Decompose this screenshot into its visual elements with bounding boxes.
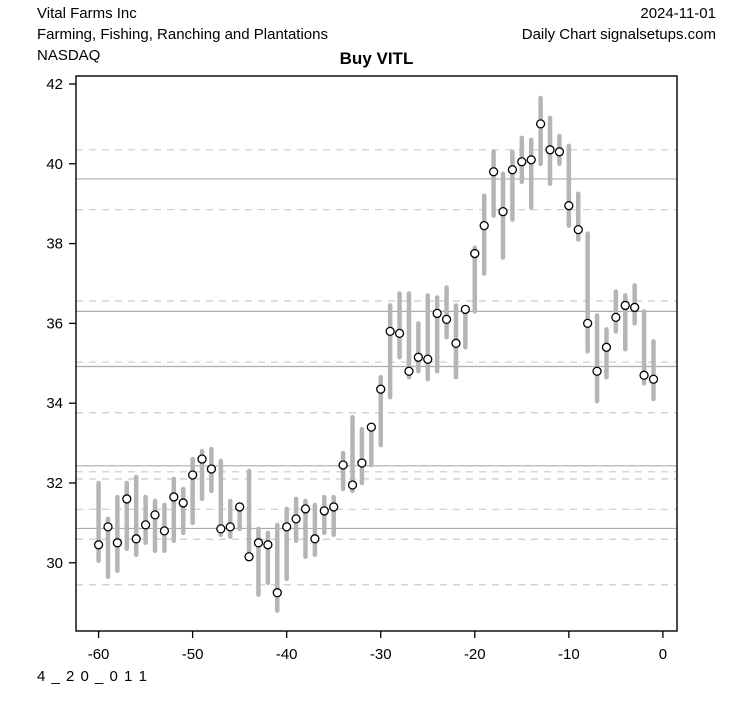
chart-type-source: Daily Chart signalsetups.com bbox=[521, 26, 716, 43]
x-axis-tick-label: 0 bbox=[659, 646, 667, 663]
close-marker bbox=[564, 201, 574, 211]
close-marker bbox=[282, 522, 292, 532]
y-axis-tick-label: 34 bbox=[46, 395, 63, 412]
y-axis-tick-label: 30 bbox=[46, 555, 63, 572]
close-marker bbox=[206, 464, 217, 474]
y-axis-tick-label: 38 bbox=[46, 236, 63, 253]
close-marker bbox=[432, 308, 442, 319]
close-marker bbox=[225, 522, 235, 532]
close-marker bbox=[272, 588, 282, 598]
close-marker bbox=[300, 504, 311, 514]
y-axis-tick-label: 42 bbox=[46, 76, 63, 93]
close-marker bbox=[498, 207, 508, 217]
close-marker bbox=[611, 312, 621, 323]
close-marker bbox=[159, 526, 170, 536]
close-marker bbox=[150, 510, 160, 520]
close-marker bbox=[488, 167, 499, 177]
close-marker bbox=[545, 145, 555, 155]
close-marker bbox=[413, 352, 424, 362]
close-marker bbox=[573, 224, 583, 235]
x-axis-tick-label: -50 bbox=[182, 646, 204, 663]
plot-border bbox=[75, 75, 678, 632]
close-marker bbox=[319, 506, 329, 516]
close-marker bbox=[620, 300, 630, 311]
close-marker bbox=[535, 119, 546, 129]
close-marker bbox=[103, 522, 113, 532]
close-marker bbox=[441, 314, 452, 325]
close-marker bbox=[451, 338, 461, 348]
industry-name: Farming, Fishing, Ranching and Plantatio… bbox=[37, 26, 328, 43]
close-marker bbox=[93, 540, 104, 550]
close-marker bbox=[479, 220, 489, 231]
close-marker bbox=[366, 422, 376, 432]
company-name: Vital Farms Inc bbox=[37, 5, 137, 22]
x-axis-tick-label: -20 bbox=[464, 646, 486, 663]
close-marker bbox=[385, 326, 395, 337]
close-marker bbox=[263, 540, 273, 550]
close-marker bbox=[347, 480, 358, 490]
signal-code: 4 _ 2 0 _ 0 1 1 bbox=[37, 668, 148, 685]
close-marker bbox=[517, 157, 527, 167]
close-marker bbox=[630, 302, 640, 313]
close-marker bbox=[376, 384, 386, 394]
close-marker bbox=[554, 147, 565, 157]
close-marker bbox=[112, 538, 123, 548]
close-marker bbox=[526, 155, 536, 165]
close-marker bbox=[601, 342, 612, 352]
x-axis-tick-label: -10 bbox=[558, 646, 580, 663]
x-axis-tick-label: -40 bbox=[276, 646, 298, 663]
close-marker bbox=[404, 366, 414, 376]
close-marker bbox=[122, 494, 132, 504]
y-axis-tick-label: 32 bbox=[46, 475, 63, 492]
close-marker bbox=[187, 470, 198, 480]
close-marker bbox=[648, 374, 659, 384]
close-marker bbox=[460, 304, 471, 315]
close-marker bbox=[470, 248, 480, 259]
close-marker bbox=[216, 524, 226, 534]
close-marker bbox=[639, 370, 649, 380]
close-marker bbox=[169, 492, 179, 502]
close-marker bbox=[338, 460, 348, 470]
close-marker bbox=[582, 318, 593, 329]
y-axis-tick-label: 36 bbox=[46, 315, 63, 332]
x-axis-tick-label: -60 bbox=[88, 646, 110, 663]
close-marker bbox=[140, 520, 151, 530]
close-marker bbox=[291, 514, 301, 524]
close-marker bbox=[310, 534, 320, 544]
close-marker bbox=[253, 538, 264, 548]
close-marker bbox=[592, 366, 602, 376]
chart-date: 2024-11-01 bbox=[640, 5, 716, 22]
close-marker bbox=[507, 165, 518, 175]
x-axis-tick-label: -30 bbox=[370, 646, 392, 663]
close-marker bbox=[197, 454, 207, 464]
close-marker bbox=[131, 534, 141, 544]
close-marker bbox=[423, 354, 433, 364]
close-marker bbox=[394, 328, 405, 339]
close-marker bbox=[329, 502, 339, 512]
y-axis-tick-label: 40 bbox=[46, 156, 63, 173]
close-marker bbox=[244, 552, 254, 562]
close-marker bbox=[235, 502, 245, 512]
close-marker bbox=[178, 498, 188, 508]
exchange-name: NASDAQ bbox=[37, 47, 101, 64]
close-marker bbox=[357, 458, 367, 468]
chart-title: Buy VITL bbox=[339, 49, 414, 68]
